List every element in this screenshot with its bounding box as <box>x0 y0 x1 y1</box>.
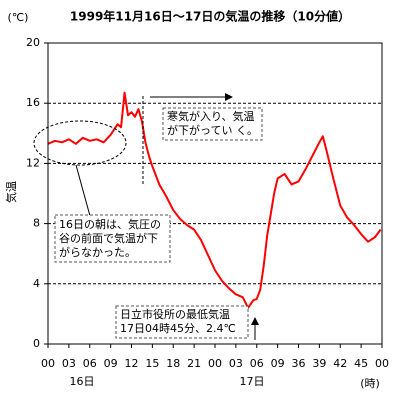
y-tick-label: 20 <box>26 36 40 49</box>
y-label: 気温 <box>4 181 18 203</box>
x-tick-label: 21 <box>187 357 201 370</box>
day-label: 17日 <box>240 375 265 388</box>
x-tick-label: 00 <box>41 357 55 370</box>
annotation: がらなかった。 <box>59 245 136 259</box>
y-tick-label: 12 <box>26 156 40 169</box>
annotation: 17日04時45分、2.4℃ <box>120 322 236 335</box>
y-tick-label: 8 <box>33 217 40 230</box>
x-unit: (時) <box>360 377 380 390</box>
annotation: 日立市役所の最低気温 <box>120 307 230 321</box>
leader <box>75 164 91 217</box>
annotation-box <box>115 305 249 339</box>
y-tick-label: 16 <box>26 96 40 109</box>
x-tick-label: 45 <box>354 357 368 370</box>
y-unit: (℃) <box>8 11 29 24</box>
annotation-box <box>162 107 263 141</box>
highlight <box>33 120 127 166</box>
x-tick-label: 03 <box>62 357 76 370</box>
day-label: 16日 <box>70 375 95 388</box>
x-tick-label: 00 <box>375 357 389 370</box>
x-tick-label: 15 <box>145 357 159 370</box>
x-tick-label: 06 <box>250 357 264 370</box>
x-tick-label: 36 <box>292 357 306 370</box>
plot-frame <box>47 42 383 345</box>
x-tick-label: 39 <box>312 357 326 370</box>
annotation: 16日の朝は、気圧の <box>59 217 161 231</box>
annotation: 寒気が入り、気温 <box>167 109 255 123</box>
x-tick-label: 18 <box>166 357 180 370</box>
y-tick-label: 0 <box>33 337 40 350</box>
annotation: 谷の前面で気温が下 <box>59 231 158 245</box>
x-tick-label: 42 <box>333 357 347 370</box>
annotation-box <box>54 214 171 263</box>
x-tick-label: 03 <box>229 357 243 370</box>
x-tick-label: 00 <box>208 357 222 370</box>
x-tick-label: 06 <box>83 357 97 370</box>
x-tick-label: 09 <box>271 357 285 370</box>
x-tick-label: 12 <box>125 357 139 370</box>
annotation: が下がってい く。 <box>167 123 258 137</box>
x-tick-label: 09 <box>104 357 118 370</box>
series-line <box>47 91 382 309</box>
chart-title: 1999年11月16日～17日の気温の推移（10分値） <box>70 9 350 24</box>
y-tick-label: 4 <box>33 277 40 290</box>
